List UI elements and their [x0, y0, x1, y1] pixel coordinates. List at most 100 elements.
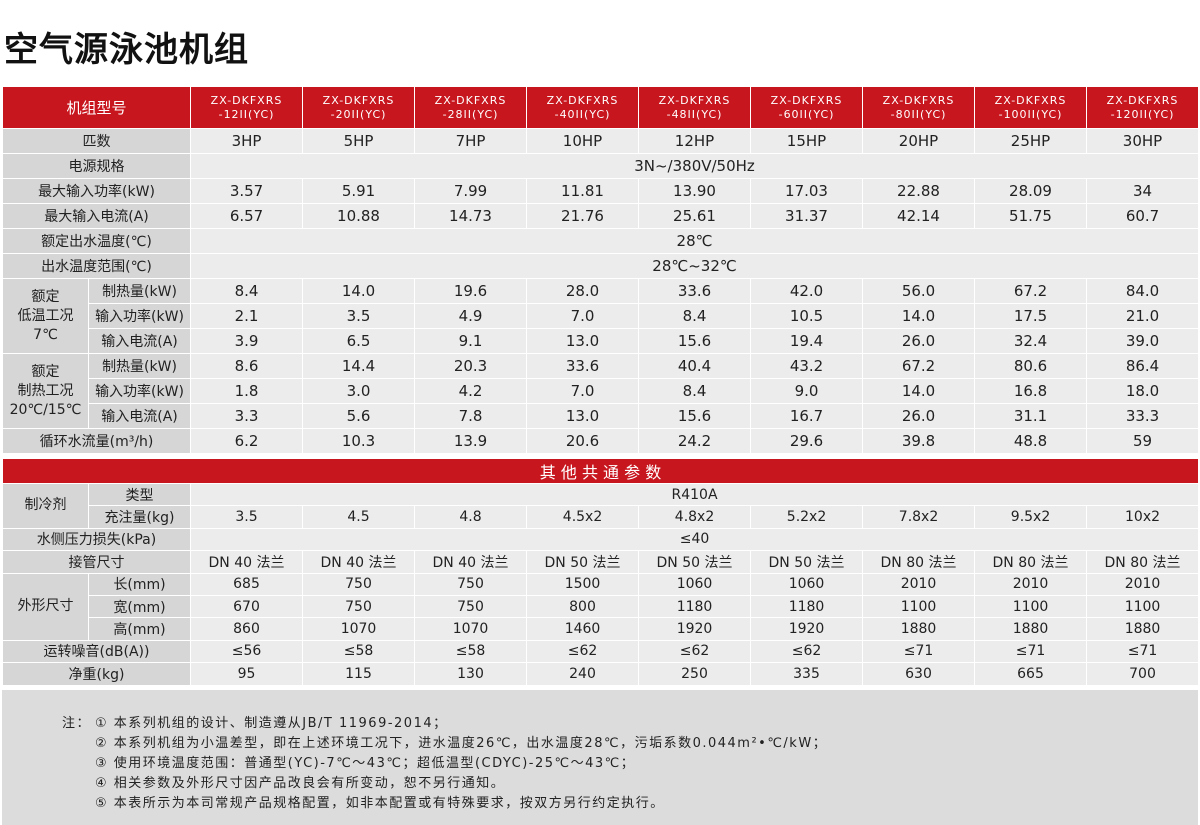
note-line: ⑤ 本表所示为本司常规产品规格配置，如非本配置或有特殊要求，按双方另行约定执行。 [95, 796, 665, 811]
model-line: -48II(YC) [666, 107, 723, 121]
model-line: -80II(YC) [890, 107, 947, 121]
value-cell: 19.4 [750, 328, 864, 354]
value-cell: 5.91 [302, 178, 416, 204]
value-cell: 130 [414, 662, 528, 686]
model-cell: ZX-DKFXRS -60II(YC) [750, 86, 864, 129]
value-cell: 16.8 [974, 378, 1088, 404]
value-cell: 3.9 [190, 328, 304, 354]
value-cell: 39.0 [1086, 328, 1200, 354]
value-cell: 1500 [526, 572, 640, 596]
value-cell: 700 [1086, 662, 1200, 686]
value-cell: 17.5 [974, 303, 1088, 329]
model-line: ZX-DKFXRS [434, 93, 507, 107]
value-cell: 6.5 [302, 328, 416, 354]
value-cell: ≤71 [862, 639, 976, 664]
value-cell: 95 [190, 662, 304, 686]
value-cell: 13.0 [526, 328, 640, 354]
page-title: 空气源泳池机组 [4, 30, 249, 70]
group-label-line: 低温工况 [17, 307, 74, 324]
value-cell: ≤62 [526, 639, 640, 664]
value-cell: 10x2 [1086, 505, 1200, 529]
value-cell: 750 [302, 572, 416, 596]
value-cell: 4.9 [414, 303, 528, 329]
value-cell: 4.5x2 [526, 505, 640, 529]
value-cell: DN 80 法兰 [862, 550, 976, 574]
value-cell: ≤62 [638, 639, 752, 664]
value-cell: 13.0 [526, 403, 640, 429]
span-cell: 3N~/380V/50Hz [190, 153, 1200, 179]
value-cell: 1100 [862, 594, 976, 619]
value-cell: 11.81 [526, 178, 640, 204]
value-cell: 800 [526, 594, 640, 619]
value-cell: 29.6 [750, 428, 864, 454]
value-cell: 7.99 [414, 178, 528, 204]
value-cell: DN 50 法兰 [750, 550, 864, 574]
value-cell: 4.5 [302, 505, 416, 529]
value-cell: 14.4 [302, 353, 416, 379]
value-cell: 670 [190, 594, 304, 619]
group-label: 额定 低温工况 7℃ [2, 278, 89, 354]
model-line: -20II(YC) [330, 107, 387, 121]
value-cell: 42.0 [750, 278, 864, 304]
header-label: 机组型号 [1, 86, 192, 129]
note-line: ① 本系列机组的设计、制造遵从JB/T 11969-2014； [95, 716, 448, 731]
model-line: -40II(YC) [554, 107, 611, 121]
section-row: 其 他 共 通 参 数 [1, 458, 1200, 484]
value-cell: 21.76 [526, 203, 640, 229]
note-line: ③ 使用环境温度范围：普通型(YC)-7℃～43℃；超低温型(CDYC)-25℃… [95, 756, 636, 771]
value-cell: 1920 [750, 617, 864, 641]
value-cell: 16.7 [750, 403, 864, 429]
value-cell: 43.2 [750, 353, 864, 379]
value-cell: 22.88 [862, 178, 976, 204]
value-cell: ≤71 [1086, 639, 1200, 664]
value-cell: 335 [750, 662, 864, 686]
value-cell: ≤56 [190, 639, 304, 664]
sub-label: 制热量(kW) [87, 353, 192, 379]
group-label-line: 7℃ [33, 326, 58, 343]
value-cell: 3.3 [190, 403, 304, 429]
value-cell: 1060 [750, 572, 864, 596]
value-cell: 665 [974, 662, 1088, 686]
value-cell: 2010 [1086, 572, 1200, 596]
value-cell: 24.2 [638, 428, 752, 454]
model-line: ZX-DKFXRS [546, 93, 619, 107]
value-cell: ≤58 [414, 639, 528, 664]
value-cell: 8.4 [638, 303, 752, 329]
value-cell: 5.6 [302, 403, 416, 429]
value-cell: DN 50 法兰 [526, 550, 640, 574]
value-cell: ≤71 [974, 639, 1088, 664]
value-cell: DN 50 法兰 [638, 550, 752, 574]
value-cell: 30HP [1086, 128, 1200, 154]
value-cell: 19.6 [414, 278, 528, 304]
table-row: 充注量(kg) 3.5 4.5 4.8 4.5x2 4.8x2 5.2x2 7.8x2 9.5x… [3, 505, 1200, 529]
value-cell: 9.5x2 [974, 505, 1088, 529]
row-label: 匹数 [1, 128, 192, 154]
model-line: ZX-DKFXRS [658, 93, 731, 107]
table-row: 循环水流量(m³/h) 6.2 10.3 13.9 20.6 24.2 29.6 39.8 48… [1, 428, 1200, 454]
value-cell: 1880 [1086, 617, 1200, 641]
model-line: ZX-DKFXRS [210, 93, 283, 107]
value-cell: 10.88 [302, 203, 416, 229]
value-cell: 8.6 [190, 353, 304, 379]
value-cell: 860 [190, 617, 304, 641]
table-row: 额定出水温度(℃) 28℃ [1, 228, 1200, 254]
value-cell: 1880 [862, 617, 976, 641]
row-label: 水侧压力损失(kPa) [1, 527, 192, 552]
value-cell: 10.5 [750, 303, 864, 329]
value-cell: 28.0 [526, 278, 640, 304]
value-cell: 4.8x2 [638, 505, 752, 529]
value-cell: 9.0 [750, 378, 864, 404]
group-label: 制冷剂 [2, 483, 89, 529]
sub-label: 高(mm) [87, 617, 192, 641]
value-cell: 59 [1086, 428, 1200, 454]
value-cell: 7HP [414, 128, 528, 154]
row-label: 运转噪音(dB(A)) [1, 639, 192, 664]
table-row: 输入电流(A) 3.9 6.5 9.1 13.0 15.6 19.4 26.0 32.4 39.0 [3, 328, 1200, 354]
value-cell: 34 [1086, 178, 1200, 204]
model-cell: ZX-DKFXRS -48II(YC) [638, 86, 752, 129]
table-row: 净重(kg) 95 115 130 240 250 335 630 665 700 [1, 662, 1200, 686]
value-cell: 1460 [526, 617, 640, 641]
span-cell: ≤40 [190, 527, 1200, 552]
value-cell: 14.73 [414, 203, 528, 229]
value-cell: 33.3 [1086, 403, 1200, 429]
